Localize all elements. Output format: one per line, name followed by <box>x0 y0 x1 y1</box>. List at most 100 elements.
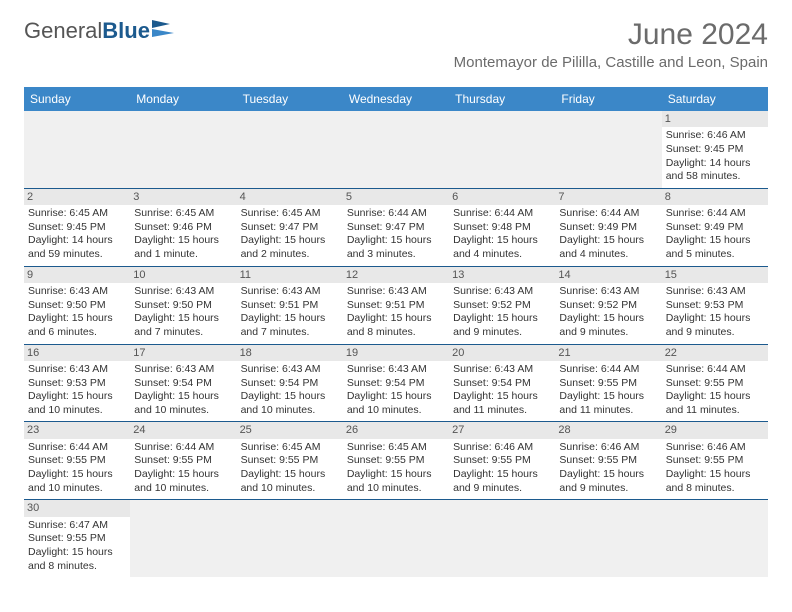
cell-text: Sunrise: 6:46 AM <box>666 129 764 143</box>
cell-text: and 9 minutes. <box>559 326 657 340</box>
day-number: 5 <box>343 189 449 205</box>
cell-text: Sunset: 9:52 PM <box>559 299 657 313</box>
calendar-cell: 6Sunrise: 6:44 AMSunset: 9:48 PMDaylight… <box>449 188 555 266</box>
cell-text: Daylight: 15 hours <box>666 234 764 248</box>
calendar-row: 2Sunrise: 6:45 AMSunset: 9:45 PMDaylight… <box>24 188 768 266</box>
day-header: Wednesday <box>343 87 449 111</box>
day-number: 29 <box>662 422 768 438</box>
calendar-cell: 14Sunrise: 6:43 AMSunset: 9:52 PMDayligh… <box>555 266 661 344</box>
calendar-cell: 18Sunrise: 6:43 AMSunset: 9:54 PMDayligh… <box>237 344 343 422</box>
cell-text: and 59 minutes. <box>28 248 126 262</box>
cell-text: Sunset: 9:55 PM <box>559 377 657 391</box>
day-number: 30 <box>24 500 130 516</box>
calendar-cell: 1Sunrise: 6:46 AMSunset: 9:45 PMDaylight… <box>662 111 768 188</box>
cell-text: Sunset: 9:47 PM <box>347 221 445 235</box>
cell-text: Daylight: 15 hours <box>453 312 551 326</box>
cell-text: Sunrise: 6:46 AM <box>453 441 551 455</box>
cell-text: Daylight: 14 hours <box>28 234 126 248</box>
cell-text: and 10 minutes. <box>134 482 232 496</box>
calendar-cell <box>343 500 449 577</box>
cell-text: and 10 minutes. <box>241 482 339 496</box>
day-number: 4 <box>237 189 343 205</box>
cell-text: Daylight: 15 hours <box>134 468 232 482</box>
cell-text: Sunset: 9:47 PM <box>241 221 339 235</box>
cell-text: and 11 minutes. <box>453 404 551 418</box>
day-number: 25 <box>237 422 343 438</box>
cell-text: Sunrise: 6:43 AM <box>347 363 445 377</box>
calendar-cell: 23Sunrise: 6:44 AMSunset: 9:55 PMDayligh… <box>24 422 130 500</box>
cell-text: Sunrise: 6:45 AM <box>134 207 232 221</box>
calendar-cell: 7Sunrise: 6:44 AMSunset: 9:49 PMDaylight… <box>555 188 661 266</box>
calendar-cell: 17Sunrise: 6:43 AMSunset: 9:54 PMDayligh… <box>130 344 236 422</box>
cell-text: Sunset: 9:55 PM <box>666 377 764 391</box>
flag-icon <box>152 18 178 44</box>
cell-text: Sunset: 9:54 PM <box>134 377 232 391</box>
calendar-cell: 3Sunrise: 6:45 AMSunset: 9:46 PMDaylight… <box>130 188 236 266</box>
cell-text: and 11 minutes. <box>666 404 764 418</box>
calendar-cell: 16Sunrise: 6:43 AMSunset: 9:53 PMDayligh… <box>24 344 130 422</box>
cell-text: Sunrise: 6:45 AM <box>28 207 126 221</box>
calendar-cell: 28Sunrise: 6:46 AMSunset: 9:55 PMDayligh… <box>555 422 661 500</box>
cell-text: and 10 minutes. <box>134 404 232 418</box>
calendar-cell: 24Sunrise: 6:44 AMSunset: 9:55 PMDayligh… <box>130 422 236 500</box>
cell-text: Sunset: 9:51 PM <box>241 299 339 313</box>
cell-text: Sunrise: 6:44 AM <box>559 207 657 221</box>
day-header: Thursday <box>449 87 555 111</box>
cell-text: and 10 minutes. <box>28 404 126 418</box>
day-header: Saturday <box>662 87 768 111</box>
cell-text: Sunset: 9:49 PM <box>559 221 657 235</box>
cell-text: and 11 minutes. <box>559 404 657 418</box>
day-number: 28 <box>555 422 661 438</box>
cell-text: Sunrise: 6:44 AM <box>28 441 126 455</box>
cell-text: Sunset: 9:55 PM <box>28 454 126 468</box>
cell-text: Daylight: 15 hours <box>347 234 445 248</box>
cell-text: and 10 minutes. <box>28 482 126 496</box>
cell-text: Daylight: 15 hours <box>453 468 551 482</box>
calendar-cell <box>130 111 236 188</box>
logo-text-1: General <box>24 18 102 44</box>
day-number: 16 <box>24 345 130 361</box>
calendar-cell: 12Sunrise: 6:43 AMSunset: 9:51 PMDayligh… <box>343 266 449 344</box>
calendar-cell: 11Sunrise: 6:43 AMSunset: 9:51 PMDayligh… <box>237 266 343 344</box>
calendar-row: 30Sunrise: 6:47 AMSunset: 9:55 PMDayligh… <box>24 500 768 577</box>
cell-text: Sunrise: 6:44 AM <box>666 207 764 221</box>
cell-text: Sunrise: 6:43 AM <box>453 285 551 299</box>
cell-text: Daylight: 15 hours <box>559 468 657 482</box>
location: Montemayor de Pililla, Castille and Leon… <box>454 54 768 71</box>
cell-text: Sunset: 9:49 PM <box>666 221 764 235</box>
cell-text: Sunrise: 6:43 AM <box>134 363 232 377</box>
cell-text: Daylight: 15 hours <box>666 468 764 482</box>
cell-text: Daylight: 15 hours <box>453 234 551 248</box>
calendar-cell: 20Sunrise: 6:43 AMSunset: 9:54 PMDayligh… <box>449 344 555 422</box>
calendar-cell: 26Sunrise: 6:45 AMSunset: 9:55 PMDayligh… <box>343 422 449 500</box>
cell-text: Sunrise: 6:43 AM <box>347 285 445 299</box>
cell-text: and 58 minutes. <box>666 170 764 184</box>
calendar-cell <box>449 500 555 577</box>
cell-text: and 7 minutes. <box>134 326 232 340</box>
day-number: 21 <box>555 345 661 361</box>
calendar-cell: 13Sunrise: 6:43 AMSunset: 9:52 PMDayligh… <box>449 266 555 344</box>
day-number: 18 <box>237 345 343 361</box>
title-block: June 2024 Montemayor de Pililla, Castill… <box>454 18 768 71</box>
cell-text: Daylight: 15 hours <box>28 468 126 482</box>
cell-text: and 9 minutes. <box>453 326 551 340</box>
cell-text: Daylight: 15 hours <box>666 390 764 404</box>
cell-text: Sunrise: 6:43 AM <box>241 285 339 299</box>
day-number: 11 <box>237 267 343 283</box>
calendar-cell <box>555 500 661 577</box>
cell-text: Sunset: 9:48 PM <box>453 221 551 235</box>
cell-text: and 10 minutes. <box>347 404 445 418</box>
cell-text: Daylight: 15 hours <box>28 546 126 560</box>
cell-text: and 10 minutes. <box>347 482 445 496</box>
logo: GeneralBlue <box>24 18 178 44</box>
cell-text: Sunset: 9:55 PM <box>666 454 764 468</box>
cell-text: Sunrise: 6:47 AM <box>28 519 126 533</box>
day-header-row: SundayMondayTuesdayWednesdayThursdayFrid… <box>24 87 768 111</box>
cell-text: Sunrise: 6:43 AM <box>28 285 126 299</box>
cell-text: and 2 minutes. <box>241 248 339 262</box>
cell-text: Sunrise: 6:43 AM <box>453 363 551 377</box>
cell-text: Daylight: 15 hours <box>666 312 764 326</box>
day-number: 9 <box>24 267 130 283</box>
cell-text: Sunrise: 6:43 AM <box>241 363 339 377</box>
cell-text: Daylight: 15 hours <box>134 312 232 326</box>
